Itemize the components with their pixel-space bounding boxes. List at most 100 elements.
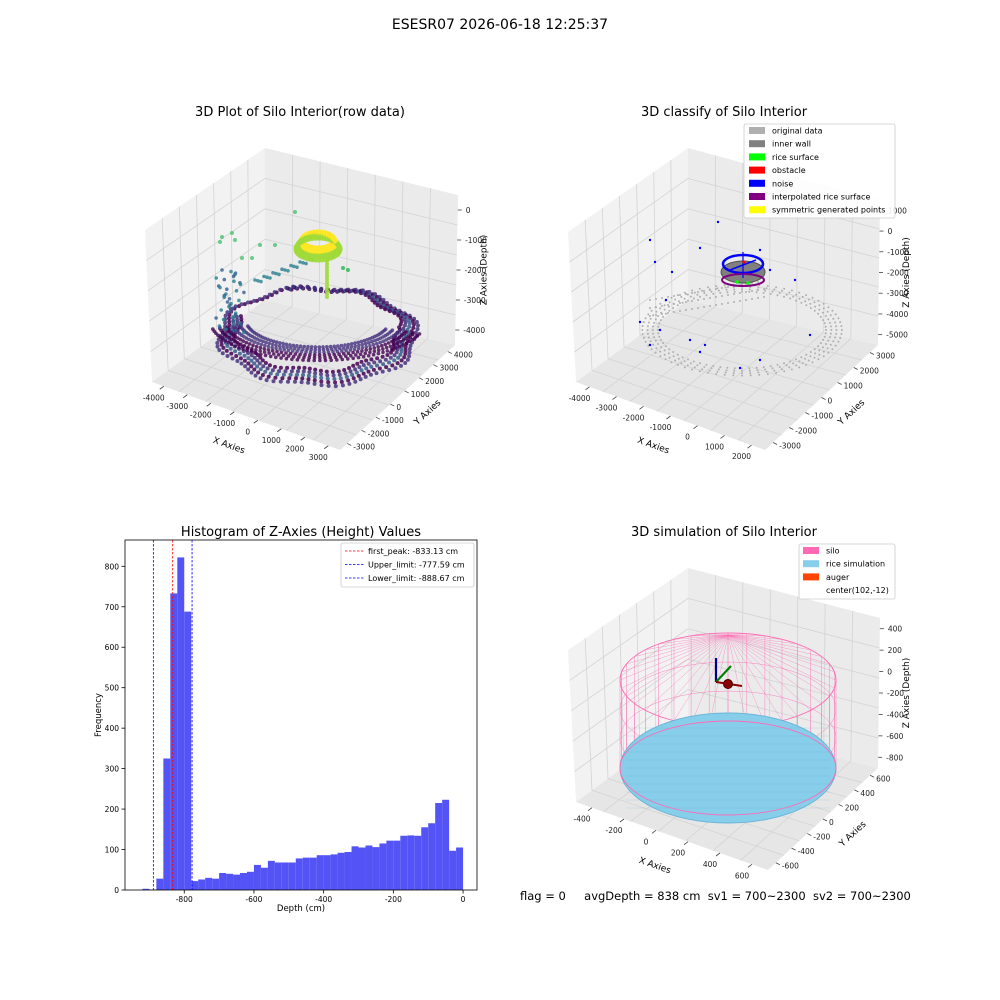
y-tick-label: 1000 (411, 390, 430, 399)
data-point (392, 343, 396, 347)
data-point (256, 341, 260, 346)
data-point (709, 305, 711, 307)
data-point (392, 358, 397, 363)
histogram-bar (212, 878, 220, 890)
data-point (674, 298, 677, 301)
data-point (662, 315, 665, 318)
data-point (804, 357, 807, 360)
data-point (748, 290, 751, 293)
data-point (757, 371, 760, 374)
data-point (821, 311, 824, 314)
data-point (266, 348, 271, 352)
data-point (225, 354, 230, 358)
data-point (710, 367, 713, 370)
data-point (364, 366, 369, 371)
y-tick-label: -200 (813, 833, 830, 842)
x-axis-label: X Axies (211, 436, 246, 457)
data-point (835, 325, 838, 328)
y-tick-label: -2000 (368, 429, 390, 438)
data-point (290, 349, 295, 353)
data-point (824, 343, 827, 345)
data-point (238, 282, 243, 287)
grid-line (741, 162, 744, 313)
data-point (349, 345, 354, 349)
data-point (240, 256, 244, 260)
x-tick-label: -2000 (190, 410, 212, 419)
data-point (386, 341, 391, 345)
data-point (364, 358, 369, 363)
data-point (827, 351, 830, 354)
data-point (655, 298, 657, 300)
x-tick (585, 386, 590, 391)
data-point (287, 376, 292, 381)
data-point (218, 240, 222, 244)
data-point (219, 308, 223, 312)
data-point (339, 379, 344, 384)
data-point (325, 289, 329, 293)
data-point (819, 315, 822, 318)
data-point (413, 330, 418, 335)
silo-wire (727, 634, 798, 717)
data-point (817, 345, 820, 348)
x-axis-label: X Axies (637, 856, 672, 877)
grid-line (670, 159, 673, 312)
data-point (344, 374, 349, 379)
z-tick-label: -3000 (464, 296, 486, 305)
grid-line (584, 638, 593, 791)
histogram-bar (379, 843, 387, 890)
grid-line (232, 318, 347, 412)
data-point (387, 368, 392, 372)
data-point (392, 353, 397, 358)
data-point (255, 364, 260, 369)
data-point (249, 350, 254, 354)
data-point (312, 378, 317, 383)
data-point (837, 317, 840, 320)
x-tick (183, 394, 188, 399)
data-point (238, 356, 243, 361)
z-tick-label: 400 (888, 625, 903, 634)
data-point (719, 291, 722, 294)
data-point (673, 295, 675, 297)
legend: original data inner wall rice surface obsta… (743, 123, 896, 219)
data-point (407, 339, 412, 344)
data-point (375, 303, 380, 308)
data-point (353, 367, 358, 372)
data-point (780, 368, 783, 371)
histogram-bar (184, 611, 192, 890)
data-point (664, 312, 667, 315)
data-point (286, 354, 291, 358)
legend-label: auger (826, 573, 850, 582)
silo-wire (673, 634, 729, 640)
data-point (813, 309, 816, 312)
data-point (763, 288, 765, 290)
data-point (259, 342, 264, 347)
data-point (659, 338, 662, 341)
data-point (325, 376, 330, 381)
data-point (228, 309, 233, 314)
data-point (762, 291, 765, 294)
data-point (396, 355, 401, 360)
y-tick-label: 2000 (860, 367, 879, 376)
data-point (293, 379, 297, 384)
data-point (291, 343, 296, 348)
data-point (358, 377, 363, 382)
data-point (762, 366, 765, 369)
data-point (342, 368, 347, 372)
data-point (710, 290, 713, 293)
histogram-bar (267, 860, 275, 890)
data-point (387, 336, 391, 341)
data-point (272, 290, 277, 295)
data-point (721, 295, 723, 297)
data-point (312, 285, 317, 290)
histogram-bar (393, 840, 401, 890)
data-point (222, 277, 227, 282)
data-point (680, 362, 683, 365)
data-point (749, 372, 752, 374)
x-tick-label: -400 (315, 895, 332, 904)
data-point (732, 372, 735, 374)
data-point (363, 341, 368, 346)
data-point (798, 366, 801, 369)
panel-classify-3d: 3D classify of Silo Interior -4000 -3000 -2… (568, 105, 912, 461)
data-point (219, 342, 224, 347)
data-point (703, 366, 706, 368)
